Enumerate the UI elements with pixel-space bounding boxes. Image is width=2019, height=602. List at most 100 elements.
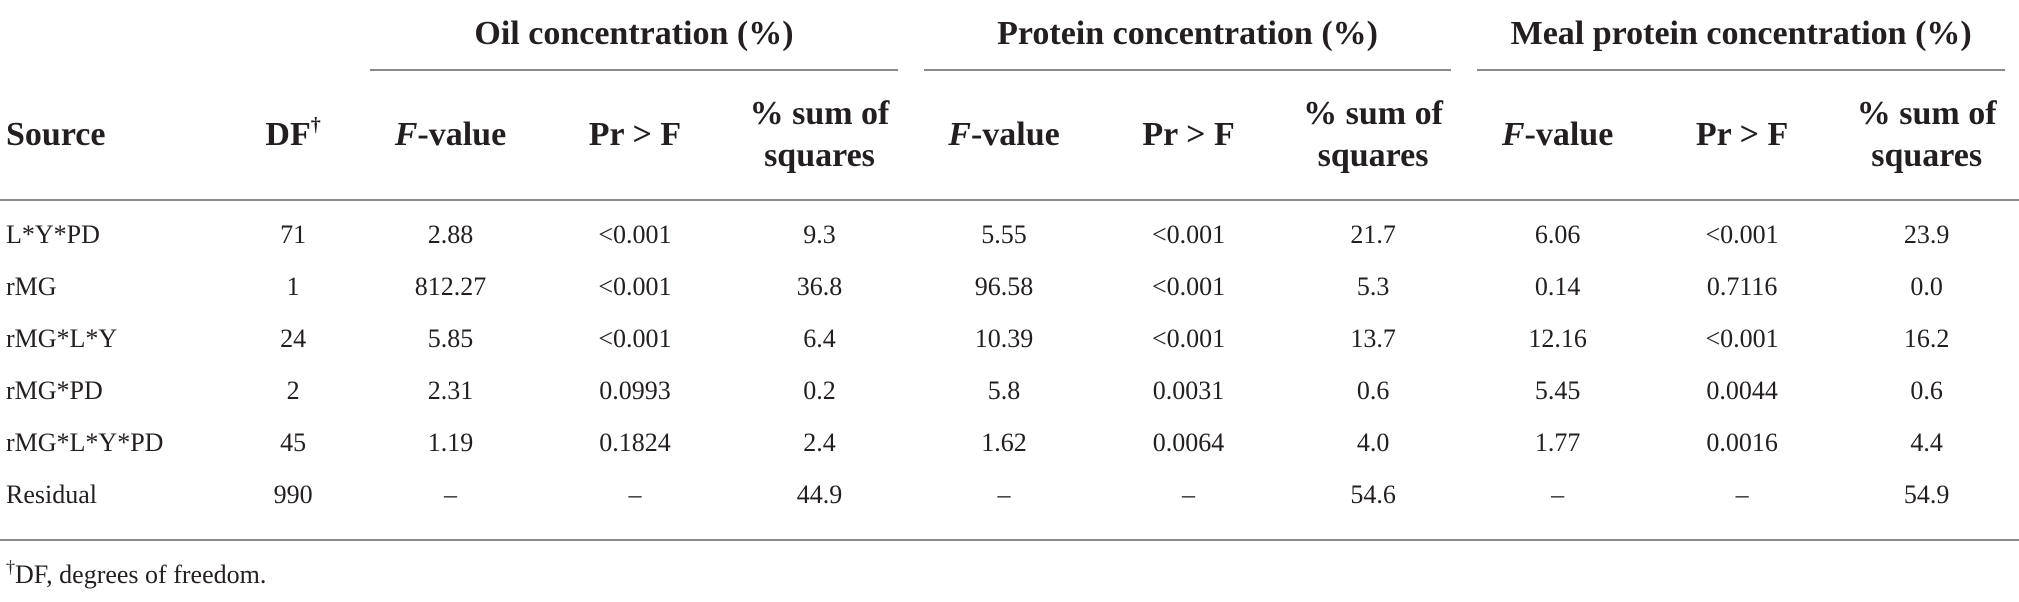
cell-meal-sumsq: 23.9 <box>1903 220 1950 249</box>
table-row: rMG*L*Y 24 5.85 <0.001 6.4 10.39 <0.001 … <box>0 313 2019 365</box>
table-footnote: †DF, degrees of freedom. <box>6 557 267 590</box>
table-row: rMG*L*Y*PD 45 1.19 0.1824 2.4 1.62 0.006… <box>0 417 2019 469</box>
header-f-italic: F <box>948 115 971 153</box>
table-bottom-rule <box>0 521 2019 541</box>
group-header-oil: Oil concentration (%) <box>358 0 912 71</box>
empty-header-cell <box>0 0 228 70</box>
cell-oil-pr: <0.001 <box>598 220 672 249</box>
cell-meal-fvalue: – <box>1551 480 1565 509</box>
cell-protein-sumsq: 5.3 <box>1356 272 1390 301</box>
cell-oil-sumsq: 9.3 <box>803 220 836 249</box>
header-protein-sumsq: % sum of squares <box>1280 70 1466 201</box>
header-sumsq-line2: squares <box>1317 136 1429 174</box>
cell-meal-fvalue: 0.14 <box>1534 272 1581 301</box>
cell-protein-pr: <0.001 <box>1151 220 1226 249</box>
header-meal-pr: Pr > F <box>1649 70 1835 201</box>
cell-protein-fvalue: 5.8 <box>987 376 1021 405</box>
cell-protein-pr: 0.0064 <box>1152 428 1225 457</box>
cell-meal-sumsq: 0.6 <box>1910 376 1943 405</box>
cell-df: 1 <box>286 272 300 301</box>
cell-oil-sumsq: 0.2 <box>803 376 836 405</box>
cell-oil-pr: 0.0993 <box>599 376 671 405</box>
header-df-label: DF <box>265 115 311 153</box>
cell-df: 2 <box>286 376 300 405</box>
cell-df: 990 <box>273 480 313 509</box>
header-protein-fvalue: F-value <box>911 70 1097 201</box>
header-df: DF† <box>227 70 359 201</box>
table-row: rMG*PD 2 2.31 0.0993 0.2 5.8 0.0031 0.6 … <box>0 365 2019 417</box>
cell-protein-pr: 0.0031 <box>1152 376 1225 405</box>
cell-protein-pr: – <box>1182 480 1196 509</box>
header-f-italic: F <box>394 115 418 153</box>
cell-source: Residual <box>6 480 97 509</box>
cell-oil-sumsq: 6.4 <box>803 324 836 353</box>
table-row: rMG 1 812.27 <0.001 36.8 96.58 <0.001 5.… <box>0 261 2019 313</box>
cell-protein-fvalue: – <box>997 480 1011 509</box>
cell-oil-fvalue: 2.31 <box>427 376 474 405</box>
cell-oil-fvalue: 5.85 <box>427 324 474 353</box>
cell-protein-sumsq: 0.6 <box>1356 376 1390 405</box>
cell-oil-fvalue: – <box>443 480 457 509</box>
table-body: L*Y*PD 71 2.88 <0.001 9.3 5.55 <0.001 2 1… <box>0 200 2019 541</box>
header-protein-pr: Pr > F <box>1096 70 1281 201</box>
cell-source: L*Y*PD <box>6 220 100 249</box>
empty-header-cell <box>228 0 358 70</box>
cell-protein-fvalue: 10.39 <box>974 324 1034 353</box>
header-oil-fvalue: F-value <box>358 70 543 201</box>
header-f-italic: F <box>1501 115 1525 153</box>
footnote-dagger: † <box>6 557 15 577</box>
cell-protein-sumsq: 13.7 <box>1350 324 1396 353</box>
cell-oil-fvalue: 812.27 <box>414 272 487 301</box>
footnote-text: DF, degrees of freedom. <box>15 560 267 589</box>
cell-oil-pr: – <box>628 480 642 509</box>
cell-meal-fvalue: 6.06 <box>1534 220 1581 249</box>
cell-meal-pr: 0.0044 <box>1706 376 1778 405</box>
cell-meal-sumsq: 0.0 <box>1910 272 1943 301</box>
cell-oil-sumsq: 44.9 <box>796 480 843 509</box>
header-sumsq-line2: squares <box>764 136 875 174</box>
header-f-rest: -value <box>970 115 1060 153</box>
group-header-row: Oil concentration (%) Protein concentrat… <box>0 0 2019 71</box>
group-label-oil: Oil concentration (%) <box>370 15 898 71</box>
cell-df: 45 <box>280 428 307 457</box>
group-header-protein: Protein concentration (%) <box>912 0 1466 71</box>
cell-oil-sumsq: 2.4 <box>803 428 836 457</box>
cell-df: 71 <box>280 220 307 249</box>
cell-source: rMG <box>6 272 57 301</box>
header-f-rest: -value <box>1524 115 1614 153</box>
cell-meal-sumsq: 4.4 <box>1910 428 1943 457</box>
cell-df: 24 <box>280 324 307 353</box>
cell-oil-pr: 0.1824 <box>599 428 671 457</box>
header-df-dagger: † <box>310 113 321 136</box>
cell-meal-sumsq: 54.9 <box>1903 480 1950 509</box>
header-oil-pr: Pr > F <box>542 70 728 201</box>
header-f-rest: -value <box>417 115 507 153</box>
cell-meal-fvalue: 5.45 <box>1534 376 1581 405</box>
cell-protein-fvalue: 5.55 <box>981 220 1027 249</box>
header-sumsq-line2: squares <box>1871 136 1983 174</box>
cell-meal-fvalue: 12.16 <box>1528 324 1587 353</box>
cell-source: rMG*L*Y*PD <box>6 428 164 457</box>
cell-oil-sumsq: 36.8 <box>796 272 843 301</box>
table-row: L*Y*PD 71 2.88 <0.001 9.3 5.55 <0.001 21… <box>0 200 2019 261</box>
cell-protein-pr: <0.001 <box>1151 272 1226 301</box>
cell-protein-fvalue: 1.62 <box>981 428 1027 457</box>
cell-meal-pr: 0.0016 <box>1706 428 1778 457</box>
header-sumsq-line1: % sum of <box>1303 94 1443 132</box>
cell-source: rMG*L*Y <box>6 324 118 353</box>
header-meal-fvalue: F-value <box>1465 70 1650 201</box>
cell-meal-pr: <0.001 <box>1705 324 1779 353</box>
cell-meal-pr: <0.001 <box>1705 220 1779 249</box>
cell-meal-pr: 0.7116 <box>1706 272 1778 301</box>
cell-oil-fvalue: 2.88 <box>427 220 474 249</box>
header-sumsq-line1: % sum of <box>1856 94 1997 132</box>
header-sumsq-line1: % sum of <box>749 94 890 132</box>
cell-protein-pr: <0.001 <box>1151 324 1226 353</box>
cell-protein-sumsq: 54.6 <box>1350 480 1396 509</box>
column-header-row: Source DF† F-value Pr > F % sum of square… <box>0 70 2019 201</box>
cell-protein-sumsq: 4.0 <box>1356 428 1390 457</box>
bottom-rule-cell <box>0 521 2019 541</box>
header-oil-sumsq: % sum of squares <box>727 70 912 201</box>
cell-oil-pr: <0.001 <box>598 324 672 353</box>
